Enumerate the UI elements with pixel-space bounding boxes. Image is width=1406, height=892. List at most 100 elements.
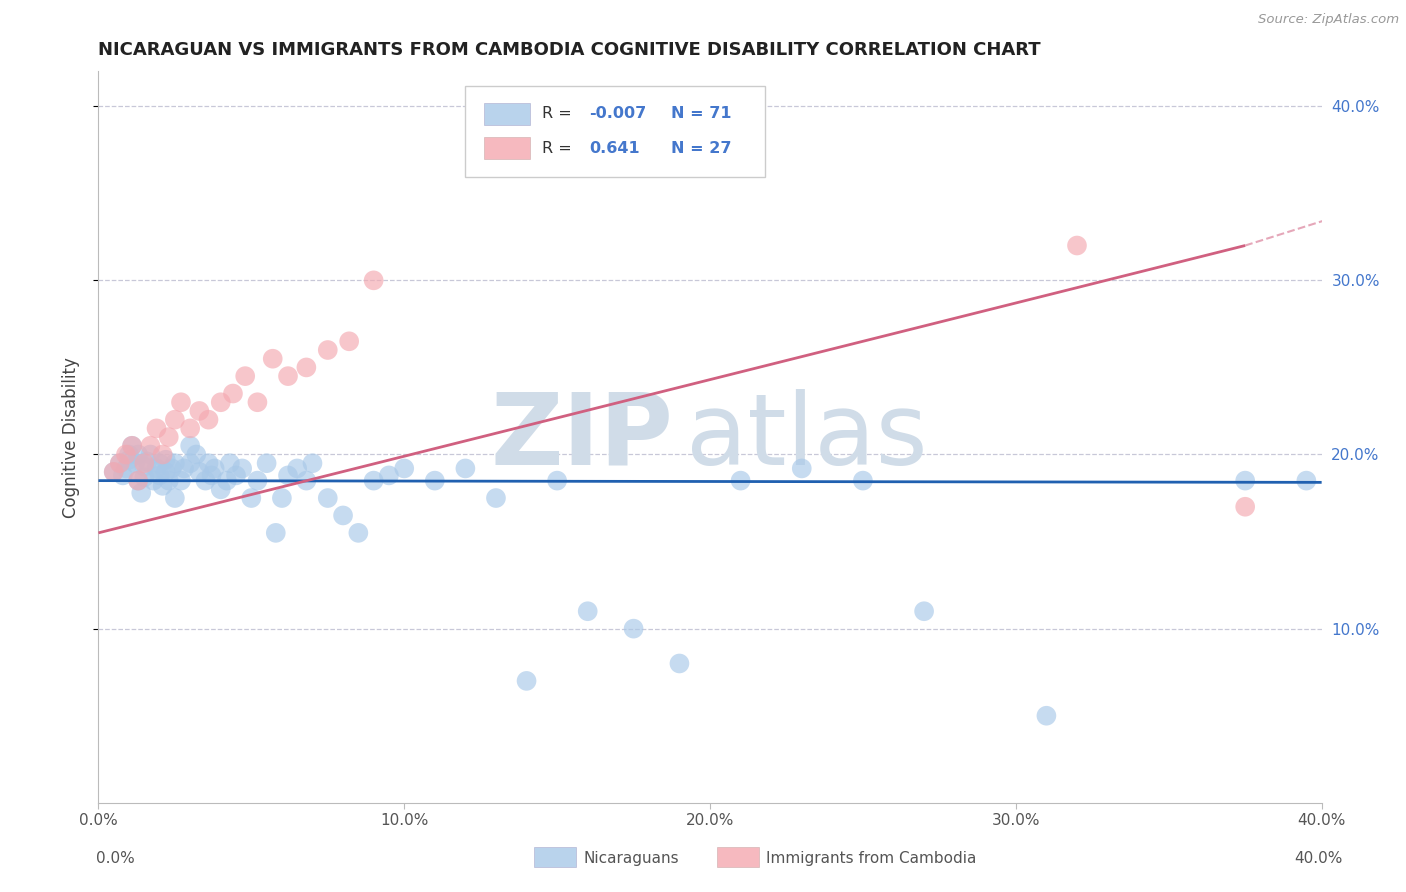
Point (155, 452, 177, 467)
Point (124, 456, 146, 470)
Point (337, 334, 360, 349)
Point (127, 474, 149, 488)
Point (134, 459, 156, 474)
Point (277, 468, 299, 483)
Point (186, 448, 208, 462)
Text: N = 27: N = 27 (671, 141, 731, 156)
Point (115, 448, 138, 462)
Point (225, 468, 247, 483)
Point (103, 465, 125, 479)
Point (139, 439, 162, 453)
Point (668, 657, 690, 671)
Point (194, 474, 217, 488)
Point (485, 491, 508, 505)
Text: 0.0%: 0.0% (96, 851, 135, 865)
Text: -0.007: -0.007 (589, 106, 647, 121)
Point (240, 491, 263, 505)
Point (188, 465, 211, 479)
Point (152, 479, 174, 493)
Text: Immigrants from Cambodia: Immigrants from Cambodia (766, 851, 977, 865)
Point (152, 448, 174, 462)
Point (316, 343, 339, 357)
Text: Source: ZipAtlas.com: Source: ZipAtlas.com (1258, 13, 1399, 27)
Point (160, 461, 183, 475)
Point (111, 468, 134, 483)
Point (139, 448, 162, 462)
Point (852, 474, 875, 488)
FancyBboxPatch shape (484, 137, 530, 159)
Point (262, 351, 284, 366)
Point (454, 461, 477, 475)
Text: R =: R = (543, 106, 578, 121)
FancyBboxPatch shape (465, 86, 765, 178)
Point (200, 468, 222, 483)
Point (136, 454, 159, 468)
Point (423, 474, 446, 488)
Point (392, 461, 416, 475)
Point (142, 474, 165, 488)
Point (363, 273, 385, 287)
Text: atlas: atlas (686, 389, 927, 485)
Point (1295, 474, 1317, 488)
Point (145, 461, 167, 475)
Point (163, 491, 186, 505)
Point (134, 470, 156, 484)
Point (219, 456, 242, 470)
Point (363, 474, 385, 488)
Point (129, 485, 152, 500)
Point (170, 395, 193, 409)
Point (246, 395, 269, 409)
Point (163, 412, 186, 426)
Point (108, 456, 131, 470)
Point (246, 474, 269, 488)
Point (215, 474, 238, 488)
Point (179, 439, 201, 453)
Point (576, 604, 599, 618)
Y-axis label: Cognitive Disability: Cognitive Disability (62, 357, 80, 517)
Text: ZIP: ZIP (491, 389, 673, 485)
Point (103, 465, 125, 479)
Point (516, 673, 538, 688)
Point (157, 474, 180, 488)
Text: Nicaraguans: Nicaraguans (583, 851, 679, 865)
Point (204, 461, 226, 475)
Point (197, 412, 219, 426)
Text: N = 71: N = 71 (671, 106, 731, 121)
Point (163, 456, 186, 470)
Point (121, 439, 143, 453)
Point (209, 395, 232, 409)
Point (270, 491, 292, 505)
Point (127, 474, 149, 488)
Point (546, 474, 568, 488)
Point (173, 461, 195, 475)
Point (233, 369, 256, 384)
Point (121, 439, 143, 453)
Point (1234, 474, 1257, 488)
Point (790, 461, 813, 475)
Point (149, 456, 172, 470)
Text: NICARAGUAN VS IMMIGRANTS FROM CAMBODIA COGNITIVE DISABILITY CORRELATION CHART: NICARAGUAN VS IMMIGRANTS FROM CAMBODIA C… (98, 41, 1040, 59)
Point (730, 474, 752, 488)
Point (316, 491, 339, 505)
Text: 40.0%: 40.0% (1295, 851, 1343, 865)
Point (115, 461, 138, 475)
Point (170, 474, 193, 488)
Point (179, 421, 201, 435)
Point (912, 604, 935, 618)
Point (118, 448, 141, 462)
Point (209, 483, 232, 497)
Point (149, 468, 172, 483)
Point (222, 386, 245, 401)
Point (145, 421, 167, 435)
Point (295, 360, 318, 375)
Point (155, 465, 177, 479)
Point (332, 508, 354, 523)
Point (301, 456, 323, 470)
Point (256, 456, 278, 470)
Point (347, 525, 370, 540)
Point (1066, 238, 1088, 252)
Point (1234, 500, 1257, 514)
Point (127, 448, 149, 462)
Point (285, 461, 308, 475)
Text: R =: R = (543, 141, 578, 156)
